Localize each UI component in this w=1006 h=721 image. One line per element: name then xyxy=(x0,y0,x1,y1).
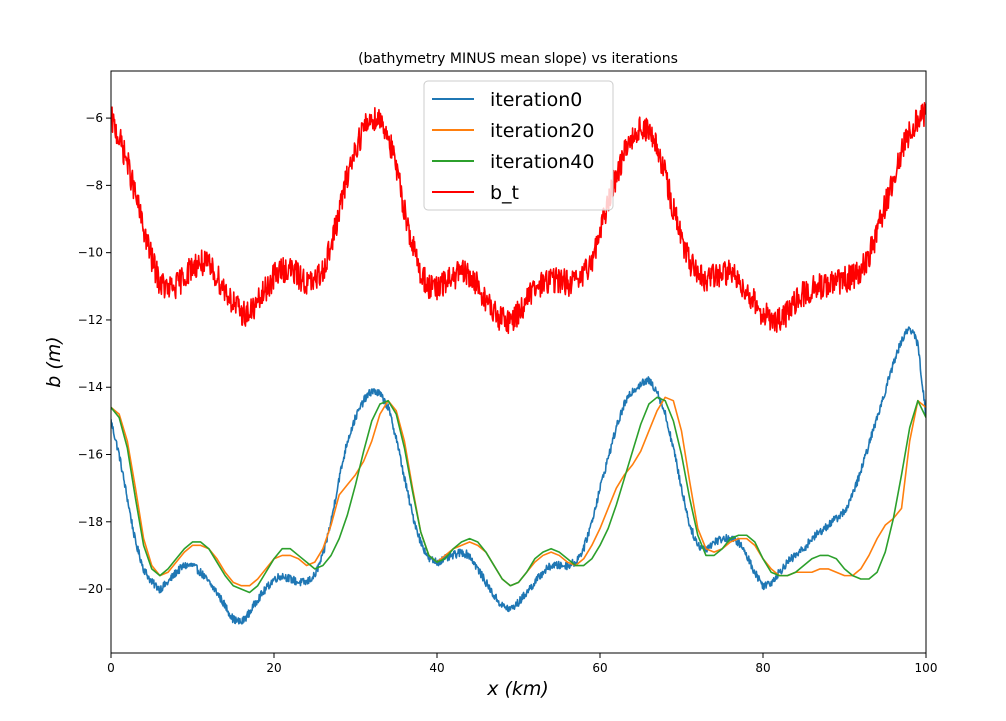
y-tick-label: −18 xyxy=(78,515,103,529)
y-tick-label: −12 xyxy=(78,313,103,327)
series-line-iteration0 xyxy=(111,326,926,625)
series-line-iteration40 xyxy=(111,396,926,594)
x-tick-label: 0 xyxy=(107,661,115,675)
x-axis-title: x (km) xyxy=(486,678,549,700)
legend-box xyxy=(423,80,614,211)
x-tick-label: 100 xyxy=(915,661,938,675)
x-tick-label: 20 xyxy=(266,661,281,675)
y-tick-label: −16 xyxy=(78,448,103,462)
y-axis: −20 −18 −16 −14 −12 −10 −8 −6 xyxy=(78,111,111,596)
legend-label-iteration0: iteration0 xyxy=(490,89,582,111)
series-line-b_t xyxy=(111,102,926,335)
x-tick-label: 60 xyxy=(592,661,607,675)
y-tick-label: −8 xyxy=(85,178,103,192)
legend: iteration0 iteration20 iteration40 b_t xyxy=(423,80,614,211)
chart-title: (bathymetry MINUS mean slope) vs iterati… xyxy=(358,51,678,67)
y-axis-title: b (m) xyxy=(43,336,65,387)
y-tick-label: −6 xyxy=(85,111,103,125)
x-tick-label: 80 xyxy=(755,661,770,675)
y-tick-label: −20 xyxy=(78,582,103,596)
y-tick-label: −10 xyxy=(78,246,103,260)
plot-frame xyxy=(110,70,927,654)
x-axis: 0 20 40 60 80 100 xyxy=(107,653,937,675)
legend-label-iteration20: iteration20 xyxy=(490,120,594,142)
legend-label-iteration40: iteration40 xyxy=(490,151,594,173)
y-tick-label: −14 xyxy=(78,380,103,394)
legend-label-b_t: b_t xyxy=(490,182,519,204)
x-tick-label: 40 xyxy=(429,661,444,675)
series-layer xyxy=(111,102,926,625)
